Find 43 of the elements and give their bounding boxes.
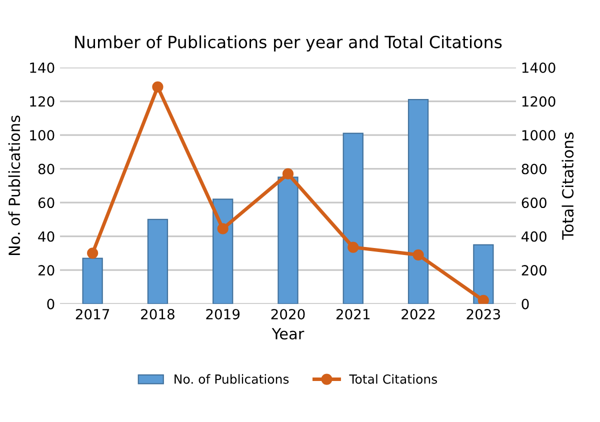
bar (82, 258, 103, 304)
legend-label: No. of Publications (174, 374, 289, 384)
y2-tick-label: 1200 (522, 96, 556, 107)
x-tick-label: 2021 (336, 308, 370, 320)
y-tick-label: 0 (47, 298, 54, 310)
y2-tick-label: 1000 (522, 130, 556, 141)
point (412, 249, 424, 260)
y2-tick-label: 800 (522, 164, 546, 174)
y-tick-label: 40 (38, 231, 54, 242)
point (152, 81, 164, 92)
y2-tick-label: 1400 (522, 62, 556, 73)
y2-tick-label: 600 (522, 198, 546, 208)
y2-axis-title: Total Citations (562, 132, 574, 240)
x-tick-label: 2023 (466, 308, 500, 320)
x-tick-label: 2022 (402, 308, 435, 320)
chart-title: Number of Publications per year and Total Citations (75, 35, 502, 52)
bar (408, 99, 429, 304)
point (478, 294, 489, 304)
y2-tick-label: 400 (522, 231, 546, 242)
y-axis-title: No. of Publications (8, 116, 20, 255)
point (282, 168, 294, 180)
bar (342, 132, 364, 304)
x-axis-title: Year (272, 328, 304, 340)
point (217, 223, 228, 234)
bar (473, 244, 494, 304)
y-tick-label: 60 (38, 198, 54, 208)
y-tick-label: 120 (30, 96, 54, 107)
y-tick-label: 100 (30, 130, 54, 141)
bar (278, 176, 298, 304)
x-tick-label: 2017 (76, 308, 110, 320)
x-tick-label: 2020 (271, 308, 305, 320)
x-tick-label: 2019 (206, 308, 240, 320)
legend-label: Total Citations (349, 374, 438, 384)
bar (212, 198, 234, 304)
y-tick-label: 140 (30, 62, 54, 73)
y2-tick-label: 200 (522, 265, 546, 276)
y-tick-label: 20 (38, 265, 54, 276)
y-tick-label: 80 (38, 164, 54, 174)
x-tick-label: 2018 (141, 308, 174, 320)
bar (147, 218, 168, 304)
y2-tick-label: 0 (522, 298, 529, 310)
point (87, 248, 98, 259)
point (348, 242, 359, 253)
